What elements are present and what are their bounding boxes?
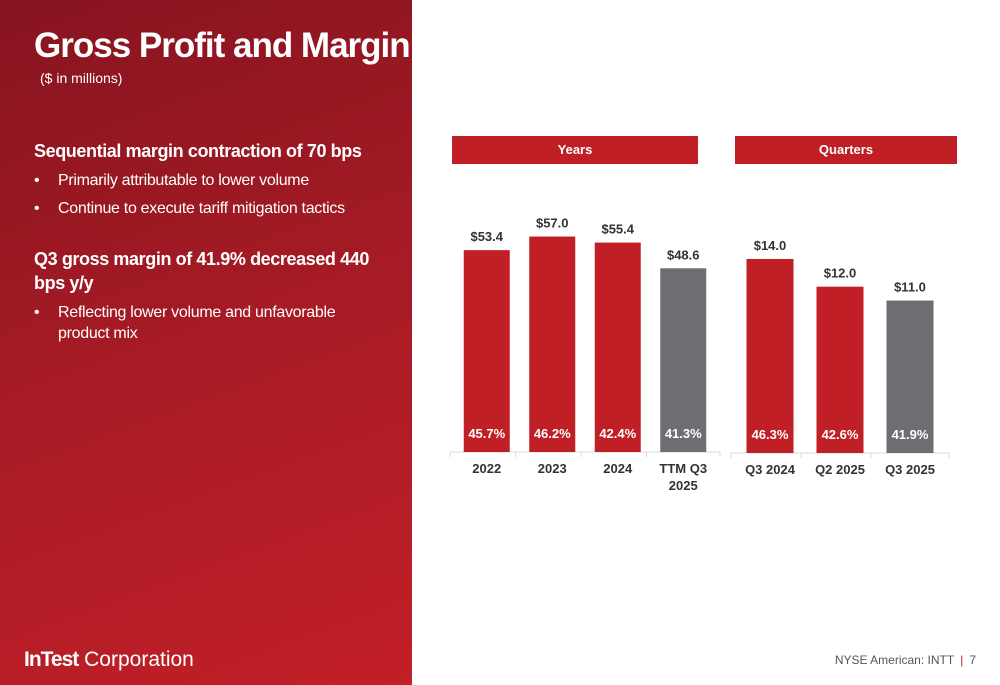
margin-label: 42.4% [599, 426, 636, 441]
margin-label: 46.2% [534, 426, 571, 441]
bullet-dot: • [34, 172, 40, 189]
value-label: $55.4 [601, 222, 634, 237]
slide-subtitle: ($ in millions) [40, 70, 123, 86]
category-label: Q2 2025 [815, 462, 865, 477]
bar [746, 258, 794, 453]
margin-label: 42.6% [822, 427, 859, 442]
slide-title: Gross Profit and Margin [34, 26, 411, 65]
section-heading-2: Q3 gross margin of 41.9% decreased 440 b… [34, 249, 369, 293]
value-label: $48.6 [667, 247, 700, 262]
bullet-dot: • [34, 200, 40, 217]
bar [529, 236, 576, 452]
years-chart-header: Years [452, 136, 698, 164]
bullet: • Reflecting lower volume and unfavorable… [34, 302, 364, 344]
category-label: Q3 2024 [745, 462, 796, 477]
category-label: 2023 [538, 461, 567, 476]
margin-label: 41.9% [892, 427, 929, 442]
value-label: $57.0 [536, 216, 569, 231]
bullet-text: Primarily attributable to lower volume [58, 172, 309, 189]
bullet-text: Reflecting lower volume and unfavorable … [58, 304, 336, 342]
page-number: 7 [969, 653, 976, 667]
value-label: $53.4 [470, 229, 503, 244]
bar [886, 300, 934, 453]
bar [594, 242, 641, 452]
left-panel: Gross Profit and Margin ($ in millions) … [0, 0, 412, 685]
value-label: $14.0 [754, 238, 787, 253]
footer: NYSE American: INTT | 7 [834, 653, 976, 667]
category-label: 2022 [472, 461, 501, 476]
bullet: • Primarily attributable to lower volume [34, 170, 404, 191]
margin-label: 45.7% [468, 426, 505, 441]
company-logo: InTest Corporation [24, 648, 194, 671]
section-heading-1: Sequential margin contraction of 70 bps [34, 141, 362, 161]
bar [660, 268, 707, 452]
value-label: $11.0 [894, 280, 926, 295]
margin-label: 46.3% [752, 427, 789, 442]
bullet-dot: • [34, 304, 40, 321]
margin-label: 41.3% [665, 426, 702, 441]
category-label: 2024 [603, 461, 633, 476]
bar [463, 250, 510, 452]
bullet: • Continue to execute tariff mitigation t… [34, 198, 404, 219]
category-label: 2025 [669, 478, 698, 493]
slide-content: Sequential margin contraction of 70 bps … [34, 139, 404, 344]
bar [816, 286, 864, 453]
value-label: $12.0 [824, 266, 857, 281]
quarters-chart-header: Quarters [735, 136, 957, 164]
category-label: TTM Q3 [659, 461, 707, 476]
bullet-text: Continue to execute tariff mitigation ta… [58, 200, 345, 217]
ticker: NYSE American: INTT [834, 653, 955, 667]
category-label: Q3 2025 [885, 462, 935, 477]
